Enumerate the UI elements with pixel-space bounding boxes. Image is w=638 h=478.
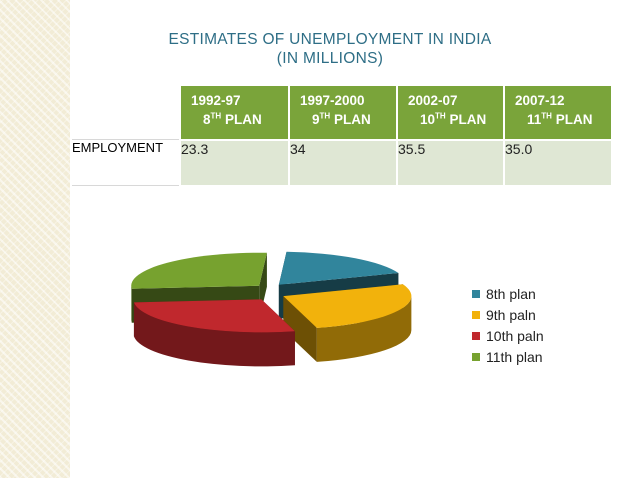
decorative-side-stripe [0,0,70,478]
table-row: EMPLOYMENT 23.3 34 35.5 35.0 [72,138,613,187]
legend-swatch [472,331,480,340]
pie-slice-2 [283,284,412,328]
unemployment-pie-chart [131,251,412,367]
column-header-11th-plan: 2007-12 11TH PLAN [503,84,613,141]
slide-title-line-1: ESTIMATES OF UNEMPLOYMENT IN INDIA [168,31,492,48]
column-years: 2007-12 [515,93,565,108]
column-header-10th-plan: 2002-07 10TH PLAN [396,84,505,141]
column-years: 1992-97 [191,93,241,108]
legend-label: 8th plan [486,285,536,302]
column-header-9th-plan: 1997-2000 9TH PLAN [288,84,398,141]
column-years: 1997-2000 [300,93,365,108]
plan-number: 8 [203,112,211,127]
table-cell-10th-plan: 35.5 [396,138,505,187]
column-years: 2002-07 [408,93,458,108]
plan-number: 11 [527,112,542,127]
legend-label: 11th plan [486,348,543,365]
table-cell-11th-plan: 35.0 [503,138,613,187]
table-cell-9th-plan: 34 [288,138,398,187]
plan-number: 9 [312,112,320,127]
plan-word: PLAN [224,112,262,127]
pie-slice-4 [131,252,267,289]
legend-swatch [472,289,480,298]
plan-suffix: TH [541,111,552,121]
plan-word: PLAN [333,112,371,127]
plan-suffix: TH [319,111,331,121]
legend-item: 10th paln [472,325,544,346]
pie-slice-edge-4 [131,285,132,323]
plan-number: 10 [420,112,436,127]
plan-suffix: TH [210,111,222,121]
row-label-employment: EMPLOYMENT [72,139,180,186]
table-cell-8th-plan: 23.3 [179,138,290,187]
table-corner-blank [72,85,180,140]
slide-title-line-2: (IN MILLIONS) [276,50,384,67]
legend-item: 9th paln [472,304,544,325]
pie-slice-edge-3 [133,302,295,367]
table-header-row: 1992-97 8TH PLAN 1997-2000 9TH PLAN 2002… [72,84,613,141]
pie-slice-edge-2 [316,296,412,362]
legend-item: 8th plan [472,283,544,304]
legend-item: 11th plan [472,346,544,367]
unemployment-table: 1992-97 8TH PLAN 1997-2000 9TH PLAN 2002… [72,84,613,187]
pie-slice-wall-2 [283,296,317,362]
pie-slice-1 [278,251,399,285]
plan-word: PLAN [449,112,487,127]
chart-legend: 8th plan 9th paln 10th paln 11th plan [472,283,544,367]
column-header-8th-plan: 1992-97 8TH PLAN [179,84,290,141]
legend-swatch [472,310,480,319]
legend-label: 9th paln [486,306,536,323]
plan-word: PLAN [555,112,593,127]
pie-slice-3 [133,299,295,333]
slide-title: ESTIMATES OF UNEMPLOYMENT IN INDIA (IN M… [110,30,550,68]
plan-suffix: TH [435,111,446,121]
legend-swatch [472,352,480,361]
legend-label: 10th paln [486,327,544,344]
